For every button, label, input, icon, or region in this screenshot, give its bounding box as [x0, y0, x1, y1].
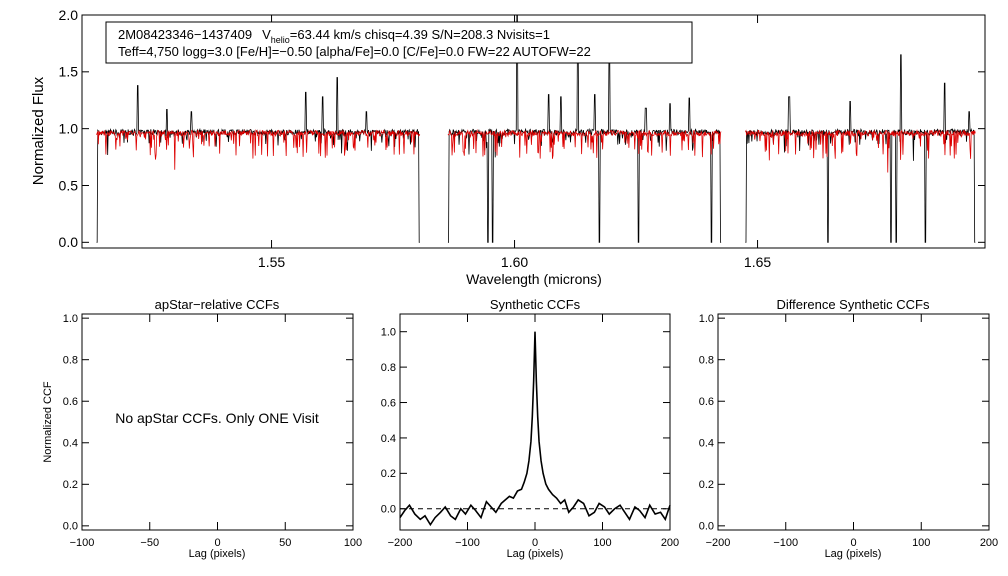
info-box — [105, 21, 693, 64]
apstar-ccf-xtick-label: 0 — [214, 537, 220, 549]
apstar-ccf-ytick-label: 0.8 — [63, 355, 78, 367]
synthetic-ccf-ytick-label: 0.0 — [381, 504, 396, 516]
synthetic-ccf-ytick-label: 0.4 — [381, 433, 396, 445]
model-spectrum-line — [447, 128, 722, 159]
apstar-ccf-xlabel: Lag (pixels) — [189, 548, 246, 560]
difference-ccf-xtick-label: 100 — [912, 537, 930, 549]
spectrum-ylabel: Normalized Flux — [30, 76, 47, 185]
apstar-ccf-ytick-label: 1.0 — [63, 313, 78, 325]
spectrum-xtick-label: 1.65 — [744, 254, 771, 270]
difference-ccf-title: Difference Synthetic CCFs — [777, 297, 930, 312]
observed-spectrum-line — [745, 54, 976, 243]
apstar-ccf-ytick-label: 0.4 — [63, 438, 78, 450]
difference-ccf-xtick-label: 0 — [850, 537, 856, 549]
velocity-symbol: V — [262, 27, 271, 42]
difference-ccf-frame — [717, 313, 990, 531]
difference-ccf-xtick-label: −100 — [773, 537, 798, 549]
synthetic-ccf-ytick-label: 0.2 — [381, 468, 396, 480]
difference-ccf-xtick-label: 200 — [980, 537, 998, 549]
apstar-ccf-xtick-label: 50 — [279, 537, 291, 549]
spectrum-frame — [81, 14, 986, 249]
apstar-ccf-panel: −100 −50 0 50 100 0.0 0.2 0.4 0.6 0.8 1.0 apStar−r… — [42, 297, 362, 560]
difference-ccf-ytick-label: 0.0 — [699, 521, 714, 533]
synthetic-ccf-xtick-label: −100 — [455, 537, 480, 549]
info-stats: =63.44 km/s chisq=4.39 S/N=208.3 Nvisits… — [290, 27, 550, 42]
synthetic-ccf-title: Synthetic CCFs — [490, 297, 581, 312]
synthetic-ccf-line — [399, 331, 671, 527]
apstar-ccf-ytick-label: 0.2 — [63, 479, 78, 491]
spectrum-ytick-label: 0.0 — [59, 234, 79, 250]
velocity-subscript: helio — [271, 35, 290, 45]
model-spectrum-line — [745, 129, 976, 173]
spectrum-xlabel: Wavelength (microns) — [466, 271, 602, 287]
spectrum-ytick-label: 0.5 — [59, 177, 79, 193]
difference-ccf-ytick-label: 0.4 — [699, 438, 714, 450]
difference-ccf-panel: −200 −100 0 100 200 0.0 0.2 0.4 0.6 0.8 1.0 Differ… — [699, 297, 998, 560]
difference-ccf-ytick-label: 1.0 — [699, 313, 714, 325]
synthetic-ccf-xlabel: Lag (pixels) — [507, 548, 564, 560]
difference-ccf-xtick-label: −200 — [706, 537, 731, 549]
synthetic-ccf-panel: −200 −100 0 100 200 0.0 0.2 0.4 0.6 0.8 1.0 Synthe… — [381, 297, 679, 560]
spectrum-ytick-label: 2.0 — [59, 7, 79, 23]
synthetic-ccf-ytick-label: 0.8 — [381, 362, 396, 374]
spectrum-ytick-label: 1.0 — [59, 121, 79, 137]
apstar-ccf-ytick-label: 0.0 — [63, 521, 78, 533]
apstar-ccf-xtick-label: −50 — [140, 537, 159, 549]
apstar-ccf-title: apStar−relative CCFs — [155, 297, 280, 312]
info-line-1: 2M08423346−1437409 Vhelio=63.44 km/s chis… — [118, 27, 550, 45]
synthetic-ccf-ytick-label: 0.6 — [381, 397, 396, 409]
apstar-ccf-ytick-label: 0.6 — [63, 396, 78, 408]
synthetic-ccf-xtick-label: 100 — [593, 537, 611, 549]
synthetic-ccf-xtick-label: 0 — [532, 537, 538, 549]
difference-ccf-ytick-label: 0.6 — [699, 396, 714, 408]
star-id: 2M08423346−1437409 — [118, 27, 252, 42]
difference-ccf-ytick-label: 0.2 — [699, 479, 714, 491]
synthetic-ccf-ytick-label: 1.0 — [381, 327, 396, 339]
spectrum-xtick-label: 1.60 — [501, 254, 528, 270]
model-spectrum-line — [96, 129, 421, 170]
difference-ccf-xlabel: Lag (pixels) — [825, 548, 882, 560]
no-ccf-message: No apStar CCFs. Only ONE Visit — [115, 410, 319, 426]
apstar-ccf-ylabel: Normalized CCF — [42, 381, 54, 463]
spectrum-ytick-label: 1.5 — [59, 64, 79, 80]
apstar-ccf-xtick-label: 100 — [344, 537, 362, 549]
info-line-2: Teff=4,750 logg=3.0 [Fe/H]=−0.50 [alpha/… — [118, 44, 591, 59]
spectrum-xtick-label: 1.55 — [258, 254, 285, 270]
observed-spectrum-line — [96, 77, 420, 243]
spectrum-panel: 1.55 1.60 1.65 0.0 0.5 1.0 1.5 2.0 2M08423346−1… — [30, 7, 986, 287]
synthetic-ccf-xtick-label: −200 — [388, 537, 413, 549]
apstar-ccf-xtick-label: −100 — [70, 537, 95, 549]
difference-ccf-ytick-label: 0.8 — [699, 355, 714, 367]
synthetic-ccf-xtick-label: 200 — [661, 537, 679, 549]
